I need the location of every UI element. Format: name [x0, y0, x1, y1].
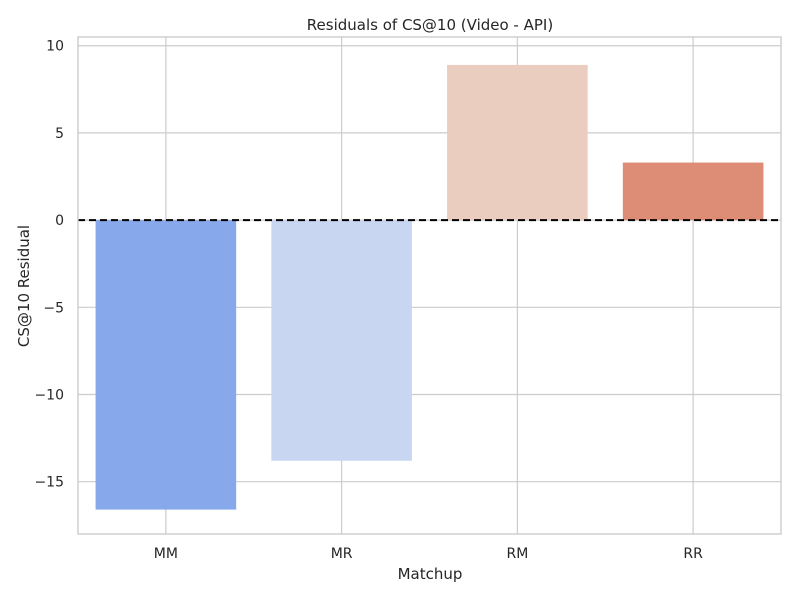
bar-rm — [447, 64, 588, 221]
bar-mr — [271, 220, 412, 461]
x-tick-labels: MM MR RM RR — [154, 546, 703, 562]
x-tick-label: MM — [154, 546, 178, 562]
y-tick-labels: 10 5 0 −5 −10 −15 — [34, 39, 64, 491]
plot-frame — [77, 36, 782, 535]
y-tick-label: −10 — [34, 387, 64, 403]
y-tick-label: 0 — [55, 213, 64, 229]
bar-rr — [622, 162, 764, 221]
x-tick-label: RM — [506, 546, 528, 562]
x-tick-label: MR — [331, 546, 353, 562]
y-tick-label: 5 — [55, 126, 64, 142]
bars — [95, 64, 764, 510]
y-tick-label: −15 — [34, 475, 64, 491]
y-axis-label: CS@10 Residual — [15, 225, 33, 347]
y-tick-label: 10 — [46, 39, 64, 55]
y-tick-label: −5 — [43, 300, 64, 316]
chart-title: Residuals of CS@10 (Video - API) — [307, 16, 553, 34]
bar-mm — [95, 220, 237, 510]
x-axis-label: Matchup — [398, 565, 463, 583]
x-tick-label: RR — [683, 546, 703, 562]
